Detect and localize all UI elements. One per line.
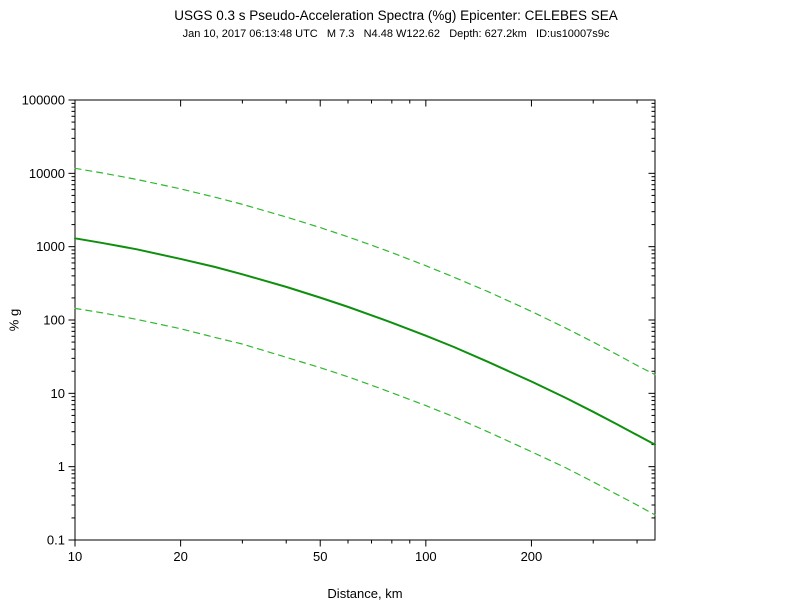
x-tick-label: 200 xyxy=(521,549,543,564)
chart-subtitle: Jan 10, 2017 06:13:48 UTC M 7.3 N4.48 W1… xyxy=(182,28,610,40)
chart-title: USGS 0.3 s Pseudo-Acceleration Spectra (… xyxy=(174,8,618,23)
y-tick-label: 100 xyxy=(43,313,65,328)
y-tick-label: 1 xyxy=(58,459,65,474)
y-tick-label: 0.1 xyxy=(47,533,65,548)
y-tick-label: 100000 xyxy=(22,93,65,108)
y-tick-label: 10000 xyxy=(29,166,65,181)
tick-labels: 10 20 50 100 200 0.1 1 10 100 1000 10000 100000 xyxy=(22,93,543,565)
median-line xyxy=(74,237,656,446)
x-tick-label: 10 xyxy=(68,549,82,564)
x-axis-label: Distance, km xyxy=(327,586,403,601)
x-tick-label: 100 xyxy=(415,549,437,564)
upper-bound-line xyxy=(74,167,656,376)
x-tick-label: 20 xyxy=(173,549,187,564)
axes xyxy=(68,99,656,547)
plot-frame xyxy=(74,99,656,541)
y-tick-label: 1000 xyxy=(36,239,65,254)
x-tick-label: 50 xyxy=(313,549,327,564)
lower-bound-line xyxy=(74,307,656,516)
y-axis-label: % g xyxy=(6,308,22,332)
series xyxy=(74,167,656,516)
y-tick-label: 10 xyxy=(51,386,65,401)
